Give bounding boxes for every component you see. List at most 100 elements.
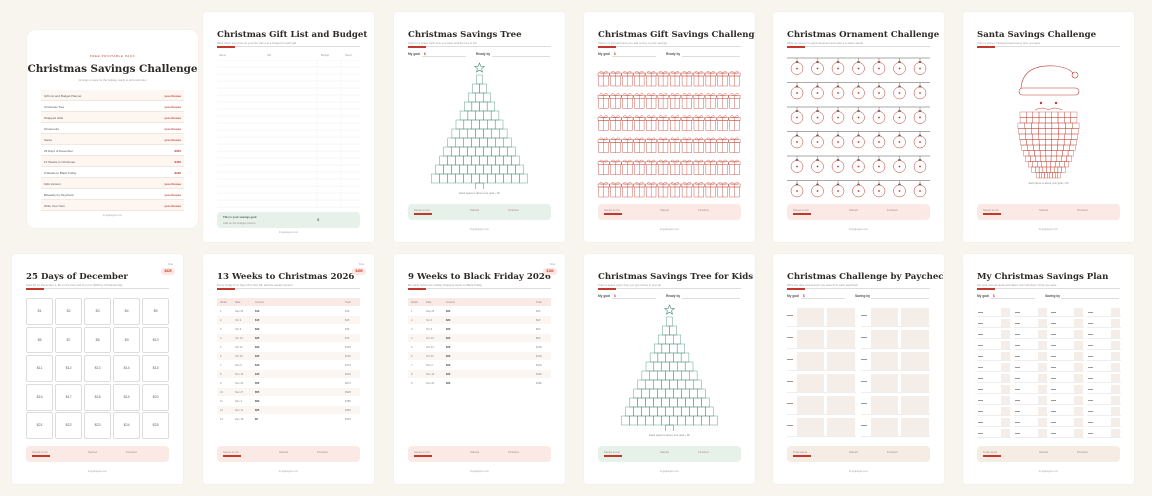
tree-space [487, 137, 496, 148]
beard-piece [1071, 128, 1079, 135]
started-label: Started [660, 208, 670, 212]
goal-line [612, 298, 656, 299]
ornament-icon [831, 107, 845, 124]
plan-mark [1014, 356, 1020, 357]
tree-space [641, 406, 650, 417]
santa-mustache [1034, 107, 1063, 111]
saving-label: Saving by [1045, 294, 1061, 298]
paycheck-date-box [871, 374, 898, 392]
ornament-icon [872, 131, 886, 149]
paycheck-number [787, 337, 793, 338]
finished-label: Finished [698, 208, 709, 212]
cover-item-label: Santa [44, 137, 52, 142]
gift-box-icon [633, 115, 646, 131]
paycheck-cell [787, 417, 856, 437]
tree-space [680, 352, 690, 363]
plan-cell [977, 362, 1011, 372]
cover-item-label: Biweekly by Paycheck [44, 192, 74, 197]
page-title: My Christmas Savings Plan [977, 272, 1109, 282]
plan-mark [1087, 345, 1093, 346]
plan-mark [1051, 400, 1056, 401]
tree-space [455, 137, 464, 148]
tree-space [491, 128, 500, 139]
plan-checkbox [1001, 374, 1010, 382]
gift-box-icon [681, 182, 693, 198]
plan-checkbox [1037, 308, 1047, 316]
ornament-icon [852, 180, 865, 198]
cover-item: Wrapped Gifts you choose [41, 112, 184, 123]
table-row: 9 Nov 20 $50 $270 [217, 379, 360, 387]
tree-space [467, 110, 476, 121]
finished-label: Finished [317, 450, 328, 454]
beard-piece [1040, 155, 1047, 162]
started-label: Started [470, 208, 480, 212]
plan-mark [1014, 422, 1020, 423]
cover-item-value: you choose [164, 181, 181, 186]
beard-piece [1031, 166, 1036, 173]
day-cell: $3 [84, 298, 112, 325]
tree-space [486, 101, 496, 112]
tree-space [471, 173, 480, 184]
tree-space [701, 415, 710, 426]
beard-piece [1057, 172, 1061, 179]
page-footer: frugalpages.com [278, 231, 299, 234]
beard-piece [1051, 133, 1059, 140]
beard-piece [1051, 128, 1059, 135]
paycheck-page: Christmas Challenge by Paycheck Write th… [773, 254, 944, 484]
beard-piece [1017, 122, 1025, 129]
gift-box-icon [681, 93, 693, 109]
tree-space [662, 325, 670, 336]
paycheck-cell [861, 351, 930, 371]
paycheck-number [787, 425, 793, 426]
day-cell: $16 [26, 383, 54, 411]
week-amount: $20 [446, 318, 451, 322]
beard-piece [1066, 155, 1072, 162]
tree-space [653, 343, 663, 354]
page-title: Christmas Ornament Challenge [787, 30, 940, 40]
page-subtitle: Write down everyone on your list, then s… [217, 41, 297, 45]
gift-box-icon [716, 93, 729, 109]
tree-space [669, 343, 678, 354]
finished-label: Finished [1077, 208, 1088, 212]
gift-box-icon [704, 182, 717, 198]
total-label: Total [549, 263, 555, 266]
plan-checkbox [1110, 341, 1120, 349]
beard-piece [1026, 139, 1034, 146]
week-total: $20 [536, 309, 541, 313]
saving-line [871, 298, 929, 299]
plan-grid [977, 307, 1121, 439]
plan-cell [1050, 395, 1084, 405]
page-footer: frugalpages.com [1038, 470, 1059, 473]
gift-table-header: Name Gift Budget Spent [217, 54, 360, 60]
beard-piece [1054, 172, 1059, 179]
plan-cell [1086, 406, 1121, 416]
cover-item-value: you choose [164, 93, 181, 98]
week-date: Nov 20 [235, 381, 244, 385]
beard-piece [1039, 150, 1046, 157]
plan-checkbox [1074, 363, 1083, 371]
tree-space [649, 388, 658, 399]
plan-mark [1014, 411, 1020, 412]
tree-space [471, 119, 480, 130]
tree-star-icon [473, 62, 486, 73]
title-rule [787, 45, 930, 48]
tree-space [479, 137, 488, 148]
beard-piece [1045, 117, 1052, 124]
page-footer: frugalpages.com [848, 470, 869, 473]
week-date: Nov 6 [426, 363, 433, 367]
tree-space [511, 173, 520, 184]
tree-caption: Each space is about your goal ÷ 36 [459, 192, 500, 195]
week-amount: $10 [255, 309, 260, 313]
beard-piece [1038, 122, 1046, 129]
tree-space [649, 370, 658, 381]
tree-space [495, 155, 504, 166]
tree-space [459, 146, 468, 157]
gift-box-icon [704, 71, 717, 87]
week-date: Nov 13 [426, 372, 435, 376]
paycheck-cell [787, 351, 856, 371]
gift-box-icon [645, 137, 657, 153]
savings-goal-box: This is your savings goal $ Add up the b… [217, 212, 360, 228]
week-week: 2 [220, 318, 222, 322]
paycheck-date-box [797, 308, 824, 326]
plan-cell [977, 417, 1011, 427]
